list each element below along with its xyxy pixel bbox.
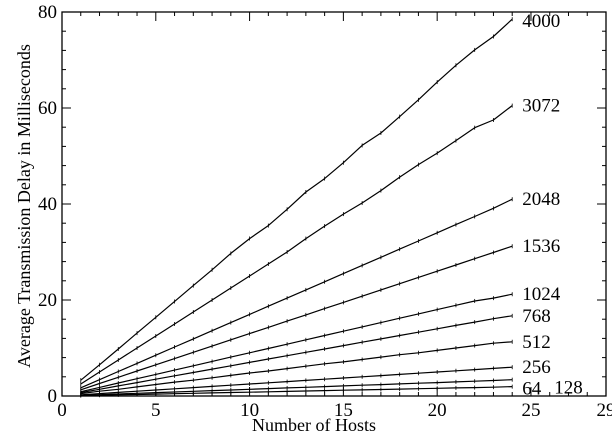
series-label-768: 768 [522, 306, 551, 327]
series-layer [81, 17, 512, 397]
y-tick-label: 20 [38, 290, 57, 311]
y-tick-label: 80 [38, 2, 57, 23]
series-label-4000: 4000 [522, 11, 560, 32]
series-label-256: 256 [522, 357, 551, 378]
x-axis-title: Number of Hosts [252, 415, 376, 435]
x-tick-label: 5 [151, 400, 161, 421]
series-label-512: 512 [522, 332, 551, 353]
x-tick-label: 29 [597, 400, 612, 421]
series-label-1536: 1536 [522, 236, 560, 257]
y-tick-label: 60 [38, 98, 57, 119]
y-axis-title: Average Transmission Delay in Millisecon… [14, 44, 34, 368]
y-tick-label: 40 [38, 194, 57, 215]
series-label-2048: 2048 [522, 189, 560, 210]
series-line-2048 [81, 199, 512, 388]
x-tick-label: 20 [428, 400, 447, 421]
series-line-1536 [81, 246, 512, 390]
x-tick-label: 25 [521, 400, 540, 421]
series-line-4000 [81, 19, 512, 380]
y-tick-label: 0 [48, 386, 58, 407]
x-tick-label: 0 [57, 400, 67, 421]
series-label-3072: 3072 [522, 96, 560, 117]
series-label-1024: 1024 [522, 284, 561, 305]
